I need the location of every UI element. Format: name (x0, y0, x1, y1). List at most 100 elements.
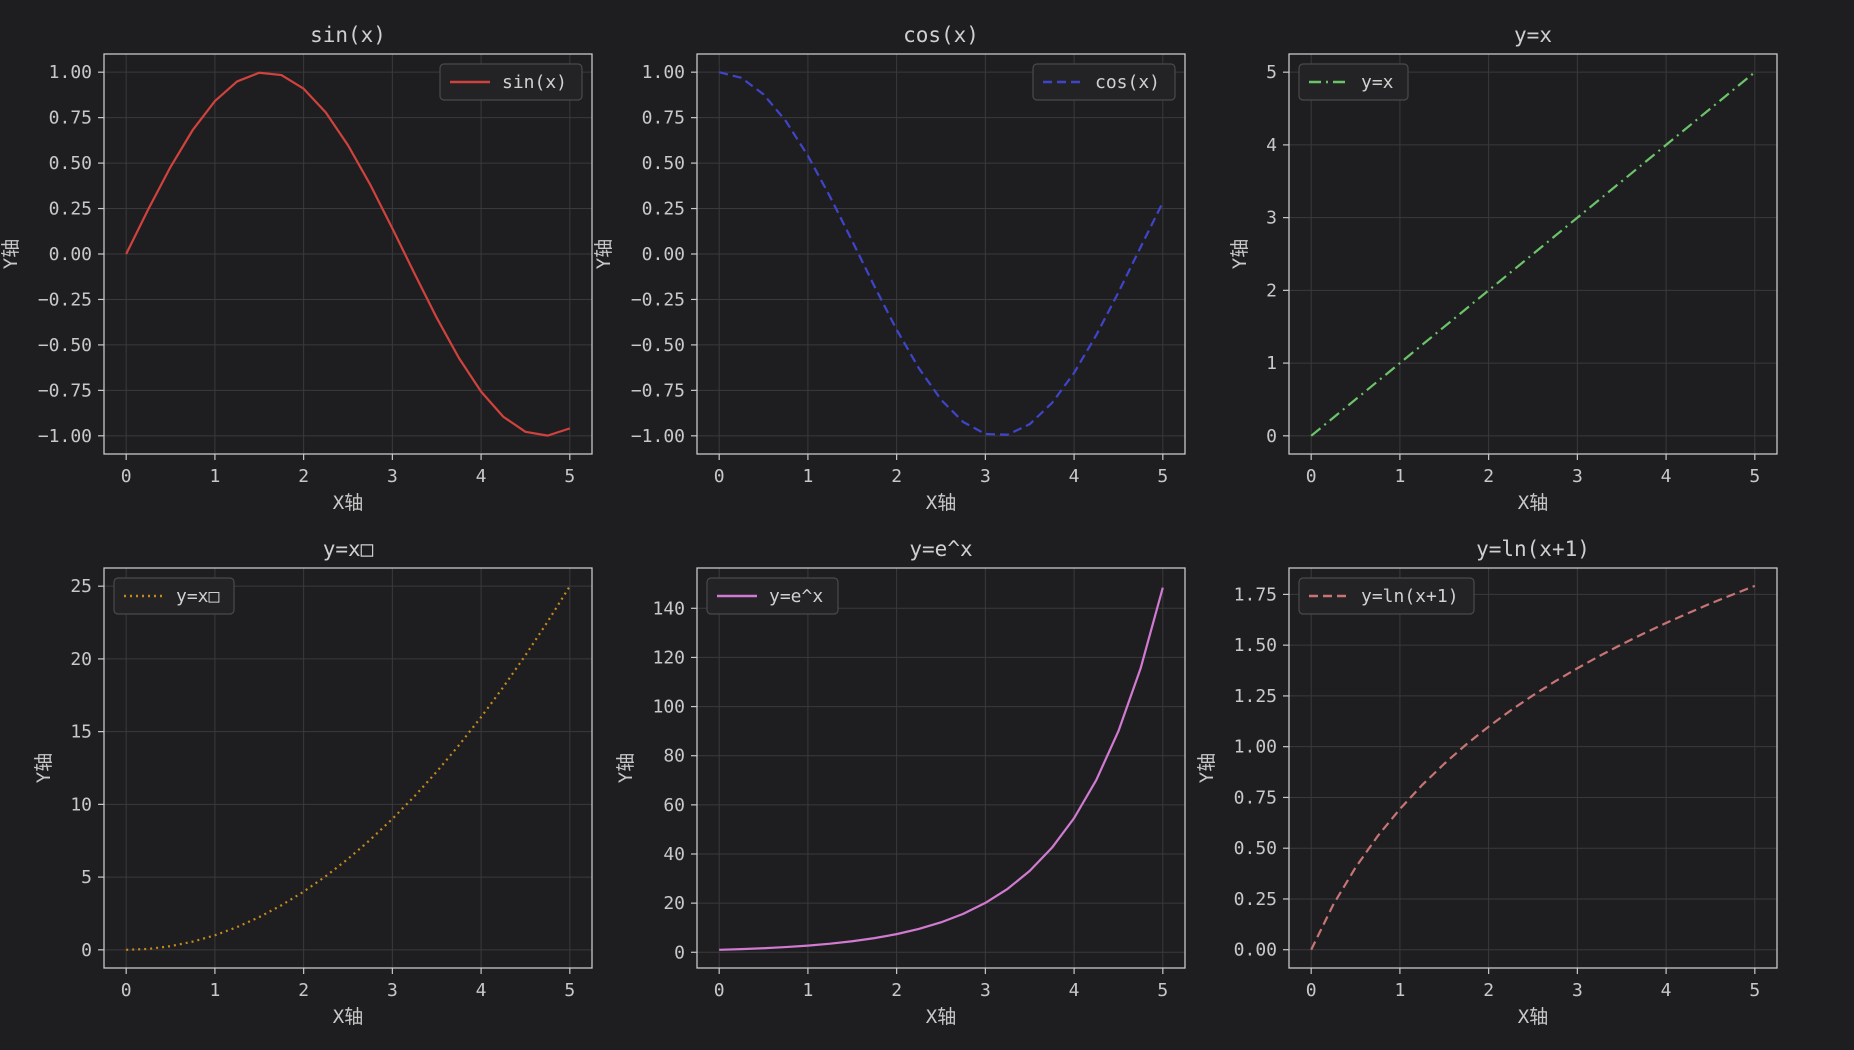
x-axis-label: X轴 (926, 492, 956, 514)
y-axis-label: Y轴 (615, 753, 637, 783)
legend-label: sin(x) (502, 72, 567, 93)
subplot-6: 0 1 2 3 4 5 0.00 0.25 0.50 0.75 1.00 1.25 1.50 1.75 y=… (1196, 537, 1778, 1028)
x-axis-label: X轴 (333, 492, 363, 514)
y-tick-label: 0.50 (1234, 838, 1277, 859)
plot-frame (1288, 53, 1778, 455)
subplot-4: 0 1 2 3 4 5 0 5 10 15 20 25 y=x□ X轴 Y轴 y=x□ (33, 537, 593, 1028)
x-tick-label: 0 (121, 466, 132, 487)
y-axis-label: Y轴 (1229, 239, 1251, 269)
x-axis-label: X轴 (1518, 1006, 1548, 1028)
y-tick-label: 120 (652, 647, 685, 668)
x-tick-label: 1 (1394, 466, 1405, 487)
y-tick-label: −0.75 (38, 380, 92, 401)
y-axis-label: Y轴 (33, 753, 55, 783)
x-axis-label: X轴 (333, 1006, 363, 1028)
subplot-title: y=x (1514, 23, 1552, 47)
y-tick-label: 100 (652, 697, 685, 718)
series-line-1 (719, 587, 1164, 951)
legend: sin(x) (439, 63, 583, 101)
x-tick-label: 3 (980, 466, 991, 487)
y-tick-label: 4 (1266, 135, 1277, 156)
subplot-3: 0 1 2 3 4 5 0 1 2 3 4 5 y=x X轴 Y轴 y=x (1229, 23, 1778, 514)
x-tick-label: 5 (1749, 466, 1760, 487)
x-tick-label: 2 (891, 980, 902, 1001)
subplot-title: y=e^x (909, 537, 972, 561)
x-tick-label: 3 (1572, 466, 1583, 487)
y-tick-label: 80 (663, 746, 685, 767)
y-tick-label: 15 (70, 722, 92, 743)
y-axis-label: Y轴 (1196, 753, 1218, 783)
x-tick-label: 0 (121, 980, 132, 1001)
x-tick-label: 5 (1157, 466, 1168, 487)
y-tick-label: 10 (70, 794, 92, 815)
series-line-1 (125, 71, 571, 437)
y-tick-label: 2 (1266, 280, 1277, 301)
legend-box (439, 63, 583, 101)
y-tick-label: −0.75 (631, 380, 685, 401)
legend-label: y=e^x (769, 586, 823, 607)
y-tick-label: 1.25 (1234, 686, 1277, 707)
x-tick-label: 2 (298, 980, 309, 1001)
x-axis-label: X轴 (1518, 492, 1548, 514)
plot-frame (103, 567, 593, 969)
y-axis-label: Y轴 (0, 239, 22, 269)
legend: y=e^x (706, 577, 839, 615)
y-tick-label: 1.00 (49, 62, 92, 83)
x-tick-label: 1 (209, 980, 220, 1001)
legend-box (706, 577, 839, 615)
legend-box (1298, 577, 1475, 615)
x-tick-label: 0 (714, 466, 725, 487)
x-tick-label: 2 (1483, 466, 1494, 487)
x-tick-label: 1 (1394, 980, 1405, 1001)
y-tick-label: 0.75 (1234, 787, 1277, 808)
legend-label: y=x□ (176, 586, 220, 607)
x-tick-label: 2 (891, 466, 902, 487)
y-tick-label: 60 (663, 795, 685, 816)
x-tick-label: 4 (476, 980, 487, 1001)
y-tick-label: 5 (1266, 62, 1277, 83)
legend-box (113, 577, 235, 615)
y-tick-label: 0 (1266, 426, 1277, 447)
x-tick-label: 5 (564, 466, 575, 487)
x-tick-label: 4 (1069, 466, 1080, 487)
x-tick-label: 4 (1661, 466, 1672, 487)
x-tick-label: 3 (1572, 980, 1583, 1001)
subplot-title: y=ln(x+1) (1476, 537, 1590, 561)
legend: cos(x) (1032, 63, 1176, 101)
y-tick-label: 0.00 (1234, 940, 1277, 961)
subplot-5: 0 1 2 3 4 5 0 20 40 60 80 100 120 140 y=e^x X轴 Y轴 y=e^x (615, 537, 1186, 1028)
y-tick-label: 20 (70, 649, 92, 670)
y-tick-label: 0.25 (642, 199, 685, 220)
series-line-1 (718, 71, 1164, 436)
legend-label: cos(x) (1095, 72, 1160, 93)
x-tick-label: 3 (980, 980, 991, 1001)
y-tick-label: −0.50 (631, 335, 685, 356)
y-tick-label: 1.00 (642, 62, 685, 83)
x-tick-label: 5 (1157, 980, 1168, 1001)
y-tick-label: 1.00 (1234, 737, 1277, 758)
legend: y=x□ (113, 577, 235, 615)
series-line-1 (1310, 584, 1756, 951)
y-tick-label: 0.00 (642, 244, 685, 265)
y-tick-label: 40 (663, 844, 685, 865)
y-tick-label: 1.75 (1234, 584, 1277, 605)
y-tick-label: 0.50 (642, 153, 685, 174)
x-axis-label: X轴 (926, 1006, 956, 1028)
x-tick-label: 1 (802, 980, 813, 1001)
y-tick-label: −1.00 (38, 426, 92, 447)
subplot-1: 0 1 2 3 4 5 −1.00 −0.75 −0.50 −0.25 0.00 0.25 0.50 0.… (0, 23, 593, 514)
legend-label: y=x (1361, 72, 1394, 93)
x-tick-label: 0 (1306, 466, 1317, 487)
y-tick-label: 0.50 (49, 153, 92, 174)
y-tick-label: −0.25 (38, 289, 92, 310)
y-tick-label: 0.25 (1234, 889, 1277, 910)
x-tick-label: 3 (387, 466, 398, 487)
y-tick-label: 140 (652, 598, 685, 619)
y-tick-label: 0.75 (642, 108, 685, 129)
plot-frame (696, 567, 1186, 969)
y-tick-label: −0.50 (38, 335, 92, 356)
plot-frame (1288, 567, 1778, 969)
y-tick-label: 5 (81, 867, 92, 888)
subplot-title: y=x□ (323, 537, 374, 561)
subplot-2: 0 1 2 3 4 5 −1.00 −0.75 −0.50 −0.25 0.00 0.25 0.50 0.… (593, 23, 1186, 514)
